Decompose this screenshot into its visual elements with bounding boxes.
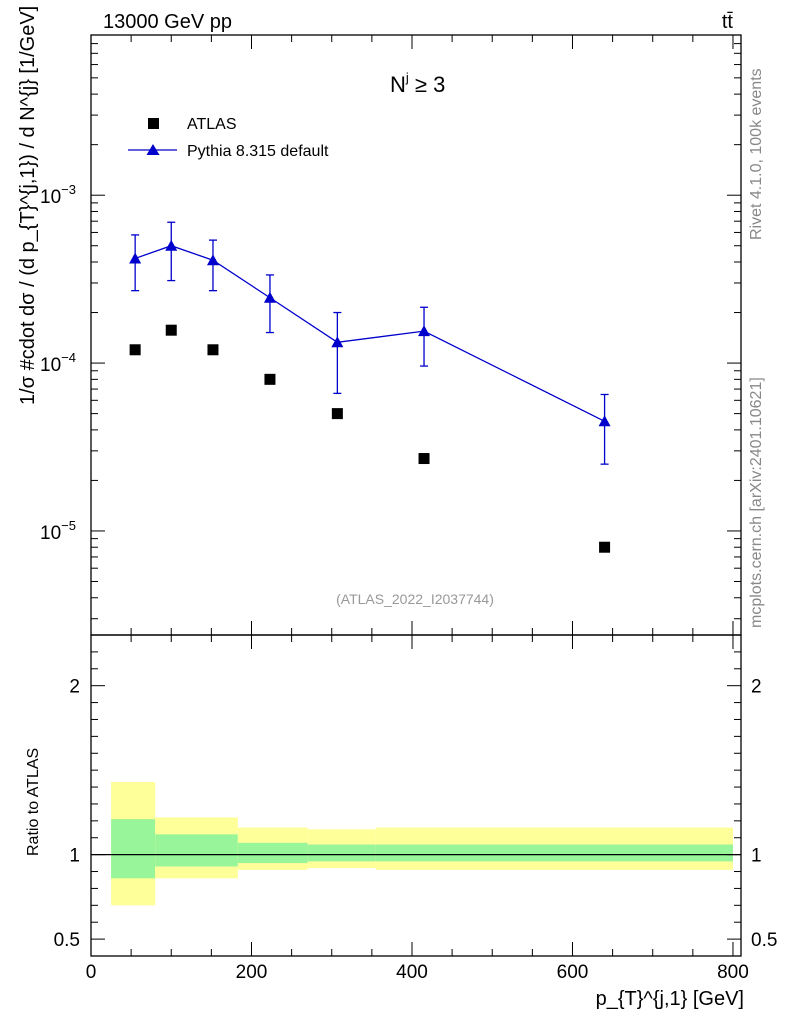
y-tick-label-right: 2 bbox=[751, 677, 762, 698]
y-tick-label: 2 bbox=[69, 677, 80, 698]
ratio-y-axis-label: Ratio to ATLAS bbox=[25, 748, 42, 856]
analysis-id-label: (ATLAS_2022_I2037744) bbox=[336, 591, 494, 607]
y-tick-label: 10−4 bbox=[40, 350, 76, 376]
legend-pythia-marker bbox=[146, 144, 160, 155]
y-tick-label: 10−3 bbox=[40, 182, 76, 208]
legend-pythia-label: Pythia 8.315 default bbox=[187, 143, 329, 160]
pythia-point bbox=[418, 325, 431, 337]
y-tick-label: 1 bbox=[69, 846, 80, 867]
atlas-point bbox=[264, 373, 276, 385]
y-tick-label: 10−5 bbox=[40, 518, 76, 544]
pythia-line bbox=[134, 245, 605, 422]
legend-atlas-label: ATLAS bbox=[187, 116, 237, 133]
atlas-point bbox=[207, 344, 219, 356]
source-label: mcplots.cern.ch [arXiv:2401.10621] bbox=[748, 377, 765, 628]
atlas-point bbox=[331, 408, 343, 420]
ratio-plot-frame bbox=[90, 634, 742, 957]
main-plot-y-tick-labels: 10−5 10−4 10−3 bbox=[40, 182, 76, 544]
x-tick-label: 400 bbox=[396, 962, 428, 983]
x-tick-label: 800 bbox=[717, 962, 749, 983]
ratio-band-green bbox=[111, 819, 156, 879]
main-plot-data bbox=[129, 221, 611, 553]
x-tick-label: 200 bbox=[236, 962, 268, 983]
atlas-point bbox=[418, 453, 430, 465]
energy-label: 13000 GeV pp bbox=[103, 11, 232, 33]
atlas-point bbox=[129, 344, 141, 356]
main-plot-panel: 10−5 10−4 10−3 Nj ≥ 3 (ATLAS_2022_I2037744… bbox=[17, 6, 742, 636]
main-y-axis-label: 1/σ #cdot dσ / (d p_{T}^{j,1}) / d N^{j}… bbox=[17, 6, 39, 405]
y-tick-label-right: 0.5 bbox=[751, 930, 777, 951]
legend-atlas-marker bbox=[148, 118, 159, 129]
pythia-point bbox=[598, 415, 611, 427]
ratio-bands bbox=[91, 781, 741, 906]
ratio-band-green bbox=[155, 834, 238, 867]
x-axis-label: p_{T}^{j,1} [GeV] bbox=[596, 988, 744, 1010]
x-tick-label: 600 bbox=[557, 962, 589, 983]
pythia-point bbox=[165, 239, 178, 251]
pythia-point bbox=[206, 254, 219, 266]
y-tick-label: 0.5 bbox=[54, 930, 80, 951]
main-plot-ticks bbox=[90, 35, 741, 635]
rivet-label: Rivet 4.1.0, 100k events bbox=[748, 68, 765, 240]
pythia-point bbox=[263, 291, 276, 303]
ratio-band-green bbox=[375, 844, 733, 862]
y-tick-label-right: 1 bbox=[751, 846, 762, 867]
atlas-point bbox=[165, 324, 177, 336]
plot-title: Nj ≥ 3 bbox=[390, 70, 445, 97]
atlas-point bbox=[599, 541, 611, 553]
x-tick-label: 0 bbox=[86, 962, 97, 983]
ratio-band-green bbox=[307, 844, 376, 862]
legend: ATLAS Pythia 8.315 default bbox=[128, 116, 329, 160]
ratio-band-green bbox=[237, 842, 308, 864]
process-label: tt̄ bbox=[722, 11, 734, 33]
ratio-plot-ticks bbox=[90, 635, 741, 956]
pythia-point bbox=[331, 336, 344, 348]
pythia-point bbox=[129, 252, 142, 264]
